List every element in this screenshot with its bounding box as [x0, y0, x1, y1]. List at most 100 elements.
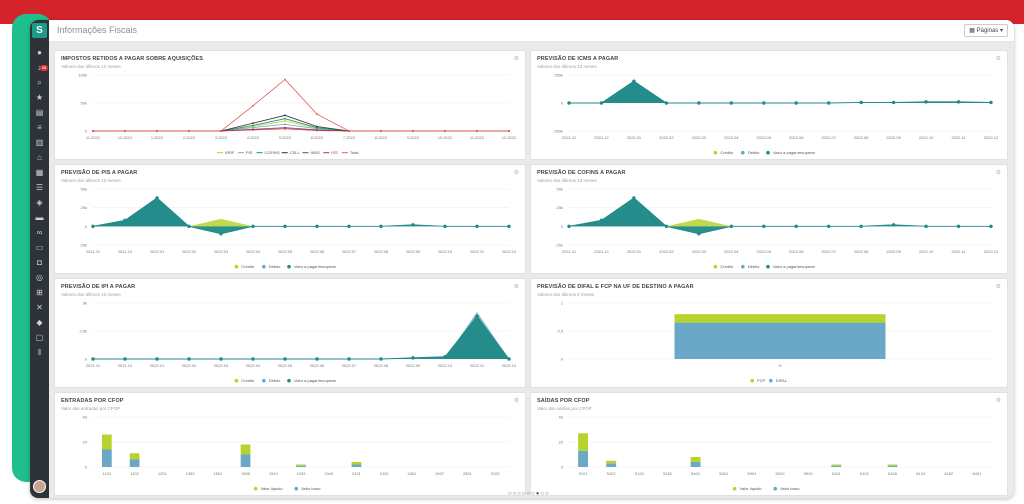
legend-label[interactable]: Valor bruto [780, 486, 800, 491]
chart-icon[interactable]: ▦ [35, 168, 44, 177]
card-settings-icon[interactable]: ⚙ [995, 398, 1001, 404]
y-tick-label: 0 [85, 224, 88, 229]
shield-icon[interactable]: ◈ [36, 198, 43, 207]
data-point [379, 224, 383, 229]
card-settings-icon[interactable]: ⚙ [513, 284, 519, 290]
legend-label[interactable]: ISS [331, 150, 338, 155]
legend-label[interactable]: Crédito [241, 378, 255, 383]
data-point [475, 314, 479, 319]
legend-label[interactable]: Valor bruto [301, 486, 321, 491]
card-title: SAÍDAS POR CFOP [537, 398, 590, 404]
card-title: PREVISÃO DE IPI A PAGAR [61, 284, 136, 290]
card-settings-icon[interactable]: ⚙ [995, 170, 1001, 176]
x-tick-label: 6102 [860, 471, 870, 476]
sidebar: S ● ♪ ⌕ ★ ▤ ≡ ▥ ⌂ ▦ ☰ ◈ ▬ ∞ ▭ ◘ ◎ ⊞ ✕ ◆ ▢ ‖ 28 [30, 20, 49, 498]
series-area [569, 197, 991, 234]
y-tick-label: 0 [85, 357, 88, 362]
legend-label[interactable]: FCP [757, 378, 765, 383]
x-tick-label: 1102 [130, 471, 139, 476]
card-settings-icon[interactable]: ⚙ [995, 56, 1001, 62]
data-point [91, 357, 95, 361]
chart-card: PREVISÃO DE IPI A PAGAR Valores dos últim… [54, 278, 526, 388]
layers-icon[interactable]: ≡ [37, 123, 42, 132]
data-point [155, 196, 159, 200]
legend-label[interactable]: Débito [748, 264, 760, 269]
data-point [252, 122, 254, 125]
app-logo[interactable]: S [32, 23, 47, 38]
target-icon[interactable]: ◎ [36, 273, 43, 282]
monitor-icon[interactable]: ▢ [35, 333, 44, 342]
y-tick-label: 0 [561, 357, 564, 362]
x-tick-label: 2022.11 [951, 249, 966, 254]
legend-label[interactable]: Total [350, 150, 359, 155]
cart-icon[interactable]: ⊞ [36, 288, 43, 297]
diamond-icon[interactable]: ◆ [36, 318, 43, 327]
legend-label[interactable]: Débito [269, 378, 281, 383]
legend-label[interactable]: COFINS [265, 150, 280, 155]
dashboard-icon[interactable]: ▤ [35, 108, 44, 117]
legend-label[interactable]: DIFAL [776, 378, 788, 383]
avatar-icon[interactable]: ● [37, 48, 42, 57]
series-area [93, 197, 509, 234]
y-tick-label: 50k [81, 187, 87, 192]
building-icon[interactable]: ▥ [35, 138, 44, 147]
wallet-icon[interactable]: ▭ [35, 243, 44, 252]
data-point [220, 130, 222, 132]
legend-label[interactable]: Débito [269, 264, 281, 269]
legend-label[interactable]: Valor a pagar/recuperar [773, 150, 816, 155]
data-point [507, 224, 511, 229]
home-icon[interactable]: ⌂ [37, 153, 42, 162]
user-avatar[interactable] [33, 480, 46, 493]
bar [578, 433, 588, 451]
data-point [443, 224, 447, 229]
x-tick-label: 2021.12 [594, 135, 609, 140]
data-point [380, 130, 382, 132]
x-tick-label: 2401 [407, 471, 417, 476]
legend-marker [287, 378, 291, 383]
legend-label[interactable]: Crédito [720, 264, 734, 269]
list-icon[interactable]: ☰ [35, 183, 44, 192]
y-tick-label: 0,5 [557, 329, 563, 334]
data-point [859, 224, 863, 229]
x-tick-label: 5.2022 [279, 135, 292, 140]
legend-label[interactable]: CSLL [290, 150, 301, 155]
data-point [155, 357, 159, 361]
data-point [252, 128, 254, 131]
card-settings-icon[interactable]: ⚙ [995, 284, 1001, 290]
legend-label[interactable]: Crédito [241, 264, 255, 269]
legend-label[interactable]: Valor a pagar/recuperar [773, 264, 816, 269]
truck-icon[interactable]: ▬ [35, 213, 44, 222]
bell-icon[interactable]: ♪ [35, 63, 44, 72]
data-point [284, 123, 286, 126]
card-settings-icon[interactable]: ⚙ [513, 170, 519, 176]
close-x-icon[interactable]: ✕ [36, 303, 43, 312]
legend-label[interactable]: IRRF [225, 150, 235, 155]
x-tick-label: 2022.02 [182, 249, 197, 254]
legend-label[interactable]: INSS [311, 150, 321, 155]
x-tick-label: 1949 [324, 471, 334, 476]
x-tick-label: 3102 [491, 471, 501, 476]
data-point [188, 130, 190, 132]
x-tick-label: 2022.07 [821, 135, 836, 140]
legend-label[interactable]: PIS [246, 150, 253, 155]
handshake-icon[interactable]: ∞ [36, 228, 43, 237]
card-settings-icon[interactable]: ⚙ [513, 398, 519, 404]
bag-icon[interactable]: ◘ [37, 258, 42, 267]
y-tick-label: 1 [561, 301, 564, 306]
page-indicator[interactable]: ○○○○○○●○○ [508, 491, 550, 497]
notification-badge: 28 [40, 65, 48, 71]
star-icon[interactable]: ★ [35, 93, 44, 102]
card-settings-icon[interactable]: ⚙ [513, 56, 519, 62]
legend-label[interactable]: Valor líquido [740, 486, 763, 491]
legend-label[interactable]: Crédito [720, 150, 734, 155]
legend-label[interactable]: Débito [748, 150, 760, 155]
chart-card: PREVISÃO DE ICMS A PAGAR Valores dos últi… [530, 50, 1008, 160]
legend-label[interactable]: Valor líquido [261, 486, 284, 491]
search-icon[interactable]: ⌕ [37, 78, 42, 87]
data-point [284, 78, 286, 81]
legend-label[interactable]: Valor a pagar/recuperar [294, 378, 337, 383]
pages-button[interactable]: ▦ Páginas ▾ [964, 24, 1008, 37]
x-tick-label: 2022.09 [406, 249, 421, 254]
pause-icon[interactable]: ‖ [37, 348, 42, 357]
legend-label[interactable]: Valor a pagar/recuperar [294, 264, 337, 269]
